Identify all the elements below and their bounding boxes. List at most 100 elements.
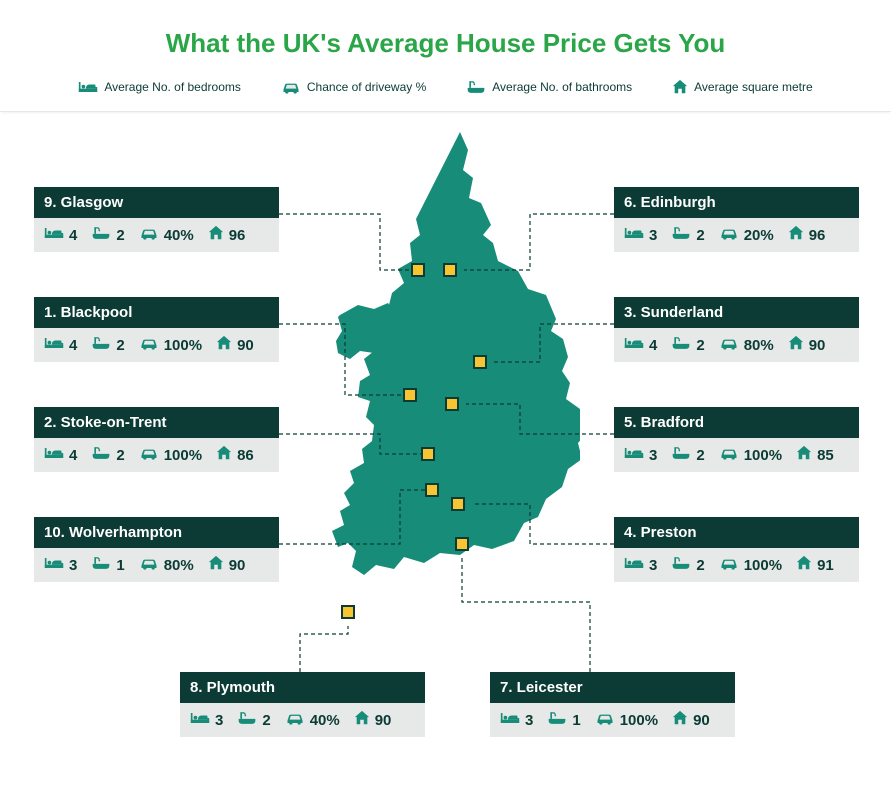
city-card-wolverhampton: 10. Wolverhampton 3 1: [34, 517, 279, 582]
sqm-value: 96: [229, 227, 246, 244]
city-card-header: 9. Glasgow: [34, 187, 279, 218]
driveway-value: 80%: [744, 337, 774, 354]
city-card-blackpool: 1. Blackpool 4 2: [34, 297, 279, 362]
legend-label: Chance of driveway %: [307, 80, 426, 94]
bathrooms-cell: 2: [671, 445, 704, 465]
driveway-cell: 40%: [139, 225, 194, 245]
bedrooms-value: 4: [69, 447, 77, 464]
driveway-cell: 100%: [139, 445, 202, 465]
car-icon: [285, 710, 305, 730]
bathrooms-value: 2: [116, 447, 124, 464]
house-icon: [216, 335, 232, 355]
bathrooms-cell: 2: [671, 335, 704, 355]
bathrooms-value: 2: [696, 227, 704, 244]
map-marker: [341, 605, 355, 619]
bath-icon: [547, 710, 567, 730]
legend-item: Average No. of bathrooms: [466, 79, 632, 95]
bathrooms-cell: 2: [671, 555, 704, 575]
bedrooms-cell: 3: [190, 710, 223, 730]
bedrooms-value: 3: [215, 712, 223, 729]
bedrooms-cell: 4: [44, 335, 77, 355]
driveway-cell: 100%: [719, 555, 782, 575]
city-card-body: 4 2 100% 90: [34, 328, 279, 362]
car-icon: [595, 710, 615, 730]
sqm-value: 90: [809, 337, 826, 354]
legend-item: Average square metre: [672, 79, 813, 95]
driveway-cell: 20%: [719, 225, 774, 245]
sqm-cell: 90: [788, 335, 826, 355]
car-icon: [139, 335, 159, 355]
bedrooms-cell: 3: [624, 555, 657, 575]
city-card-header: 4. Preston: [614, 517, 859, 548]
house-icon: [788, 225, 804, 245]
legend-item: Chance of driveway %: [281, 79, 426, 95]
legend-label: Average No. of bathrooms: [492, 80, 632, 94]
bedrooms-cell: 3: [624, 445, 657, 465]
house-icon: [208, 225, 224, 245]
bathrooms-cell: 2: [671, 225, 704, 245]
driveway-cell: 40%: [285, 710, 340, 730]
car-icon: [719, 555, 739, 575]
bath-icon: [91, 445, 111, 465]
city-card-body: 4 2 100% 86: [34, 438, 279, 472]
car-icon: [139, 225, 159, 245]
bed-icon: [44, 445, 64, 465]
legend: Average No. of bedrooms Chance of drivew…: [0, 79, 891, 112]
bathrooms-value: 2: [696, 557, 704, 574]
bath-icon: [671, 225, 691, 245]
bathrooms-value: 1: [116, 557, 124, 574]
sqm-value: 96: [809, 227, 826, 244]
city-card-body: 4 2 40% 96: [34, 218, 279, 252]
bed-icon: [44, 225, 64, 245]
driveway-value: 40%: [164, 227, 194, 244]
city-card-body: 3 2 40% 90: [180, 703, 425, 737]
bedrooms-value: 4: [649, 337, 657, 354]
bed-icon: [190, 710, 210, 730]
city-card-stoke: 2. Stoke-on-Trent 4 2: [34, 407, 279, 472]
city-card-header: 1. Blackpool: [34, 297, 279, 328]
city-card-preston: 4. Preston 3 2: [614, 517, 859, 582]
driveway-cell: 80%: [719, 335, 774, 355]
city-card-bradford: 5. Bradford 3 2: [614, 407, 859, 472]
bed-icon: [624, 335, 644, 355]
car-icon: [139, 555, 159, 575]
car-icon: [139, 445, 159, 465]
bedrooms-cell: 4: [624, 335, 657, 355]
city-card-body: 3 2 100% 91: [614, 548, 859, 582]
city-card-plymouth: 8. Plymouth 3 2: [180, 672, 425, 737]
bath-icon: [671, 445, 691, 465]
bedrooms-value: 4: [69, 227, 77, 244]
city-card-header: 7. Leicester: [490, 672, 735, 703]
bathrooms-value: 2: [262, 712, 270, 729]
bathrooms-cell: 2: [91, 225, 124, 245]
bathrooms-cell: 2: [91, 445, 124, 465]
city-card-header: 6. Edinburgh: [614, 187, 859, 218]
map-marker: [473, 355, 487, 369]
sqm-cell: 90: [672, 710, 710, 730]
house-icon: [796, 555, 812, 575]
driveway-cell: 80%: [139, 555, 194, 575]
driveway-cell: 100%: [595, 710, 658, 730]
city-card-body: 3 1 100% 90: [490, 703, 735, 737]
bathrooms-value: 2: [116, 337, 124, 354]
sqm-value: 86: [237, 447, 254, 464]
city-card-leicester: 7. Leicester 3 1: [490, 672, 735, 737]
house-icon: [788, 335, 804, 355]
bedrooms-cell: 3: [500, 710, 533, 730]
bath-icon: [237, 710, 257, 730]
sqm-cell: 96: [208, 225, 246, 245]
city-card-edinburgh: 6. Edinburgh 3 2: [614, 187, 859, 252]
bathrooms-value: 1: [572, 712, 580, 729]
car-icon: [719, 335, 739, 355]
city-card-body: 3 2 100% 85: [614, 438, 859, 472]
driveway-cell: 100%: [719, 445, 782, 465]
bedrooms-cell: 4: [44, 445, 77, 465]
sqm-value: 90: [375, 712, 392, 729]
house-icon: [672, 710, 688, 730]
map-stage: 9. Glasgow 4 2: [0, 112, 891, 792]
house-icon: [796, 445, 812, 465]
city-card-glasgow: 9. Glasgow 4 2: [34, 187, 279, 252]
bed-icon: [624, 445, 644, 465]
house-icon: [354, 710, 370, 730]
sqm-value: 91: [817, 557, 834, 574]
